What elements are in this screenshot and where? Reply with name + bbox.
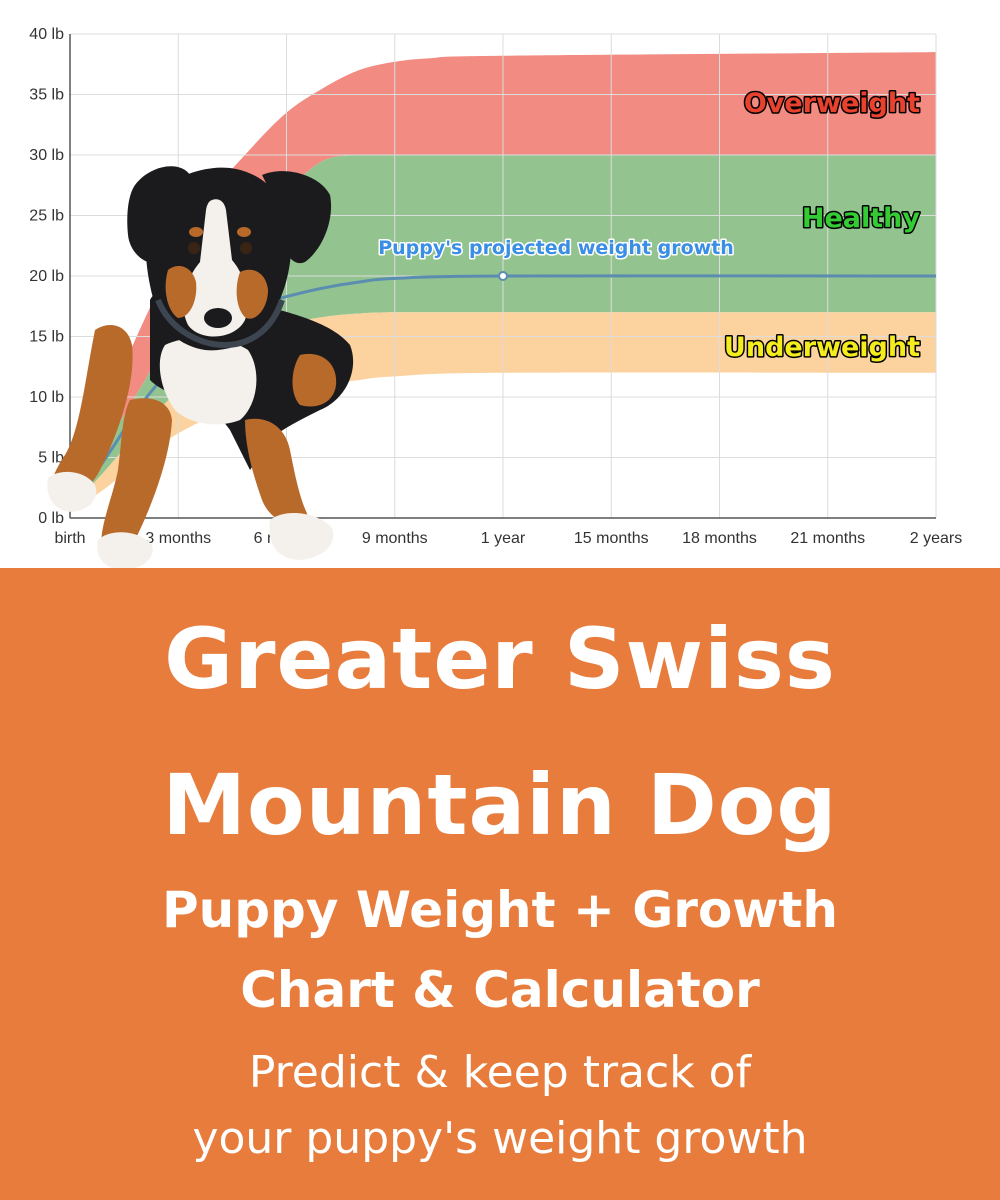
title-banner: Greater Swiss Mountain Dog Puppy Weight …: [0, 568, 1000, 1200]
puppy-hind-leg: [245, 418, 310, 524]
breed-name: Greater Swiss Mountain Dog: [0, 586, 1000, 878]
y-tick-label: 0 lb: [38, 510, 64, 527]
puppy-right-cheek: [236, 269, 268, 319]
growth-chart-svg: 0 lb 5 lb 10 lb 15 lb 20 lb 25 lb 30 lb 35 lb 40…: [29, 26, 962, 568]
subtitle-line-1: Puppy Weight + Growth: [162, 881, 838, 939]
x-tick-label: 18 months: [682, 530, 757, 547]
label-projected-growth: Puppy's projected weight growth: [378, 237, 734, 259]
tagline: Predict & keep track of your puppy's wei…: [0, 1040, 1000, 1172]
x-tick-label: birth: [54, 530, 85, 547]
y-tick-label: 25 lb: [29, 208, 64, 225]
puppy-left-eye: [188, 242, 200, 254]
y-tick-label: 35 lb: [29, 87, 64, 104]
y-tick-label: 40 lb: [29, 26, 64, 43]
label-underweight: Underweight: [724, 332, 920, 363]
puppy-right-eye: [240, 242, 252, 254]
tagline-line-1: Predict & keep track of: [248, 1047, 752, 1098]
projection-marker: [498, 271, 508, 281]
puppy-right-ear: [262, 171, 332, 264]
puppy-nose: [204, 308, 232, 328]
label-healthy: Healthy: [802, 203, 921, 234]
puppy-right-paw: [97, 532, 153, 568]
y-tick-label: 15 lb: [29, 329, 64, 346]
puppy-left-eyebrow: [189, 227, 203, 237]
puppy-photo: [47, 166, 354, 568]
y-tick-label: 20 lb: [29, 268, 64, 285]
growth-chart: 0 lb 5 lb 10 lb 15 lb 20 lb 25 lb 30 lb 35 lb 40…: [0, 0, 1000, 568]
puppy-left-leg: [50, 325, 133, 501]
puppy-left-ear: [127, 166, 191, 264]
breed-name-line-2: Mountain Dog: [162, 756, 838, 854]
x-tick-label: 2 years: [910, 530, 962, 547]
x-tick-label: 21 months: [790, 530, 865, 547]
label-overweight: Overweight: [744, 88, 920, 119]
y-tick-label: 10 lb: [29, 389, 64, 406]
puppy-hind-paw: [269, 513, 334, 560]
y-tick-label: 5 lb: [38, 450, 64, 467]
puppy-collar: [155, 298, 285, 349]
puppy-chest: [159, 338, 257, 425]
puppy-haunch: [292, 353, 337, 407]
y-tick-label: 30 lb: [29, 147, 64, 164]
x-tick-label: 1 year: [481, 530, 526, 547]
puppy-right-eyebrow: [237, 227, 251, 237]
x-tick-label: 9 months: [362, 530, 428, 547]
puppy-left-paw: [47, 471, 97, 512]
puppy-right-leg: [101, 398, 172, 556]
puppy-left-cheek: [165, 266, 197, 318]
breed-name-line-1: Greater Swiss: [164, 610, 836, 708]
x-tick-label: 15 months: [574, 530, 649, 547]
subtitle-line-2: Chart & Calculator: [240, 961, 760, 1019]
subtitle: Puppy Weight + Growth Chart & Calculator: [0, 870, 1000, 1030]
tagline-line-2: your puppy's weight growth: [192, 1113, 808, 1164]
puppy-blaze: [183, 199, 248, 337]
x-tick-label: 3 months: [145, 530, 211, 547]
